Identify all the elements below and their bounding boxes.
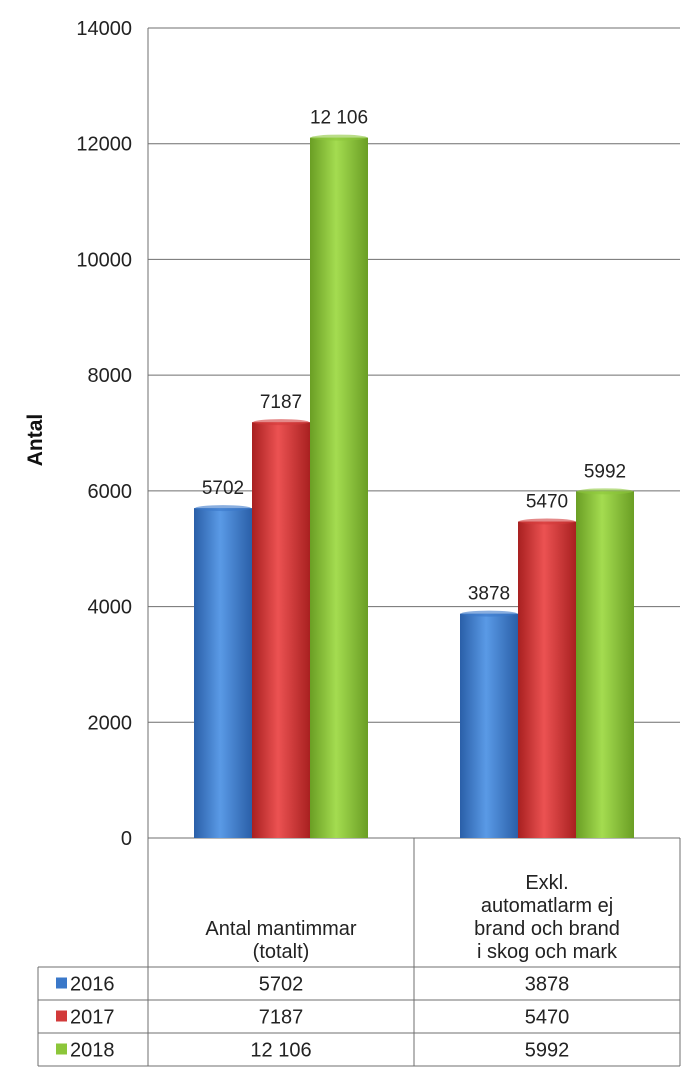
category-label: Antal mantimmar xyxy=(205,918,356,940)
y-tick-label: 10000 xyxy=(76,249,132,271)
y-tick-label: 2000 xyxy=(88,712,133,734)
y-axis-label: Antal xyxy=(24,414,47,467)
bar xyxy=(518,521,576,838)
legend-series-name: 2017 xyxy=(70,1007,115,1029)
category-label: i skog och mark xyxy=(477,941,618,963)
data-label: 5992 xyxy=(584,461,626,482)
data-label: 3878 xyxy=(468,584,510,605)
table-value: 5992 xyxy=(525,1040,570,1062)
bar xyxy=(252,422,310,838)
bar-top xyxy=(311,134,367,141)
y-tick-label: 14000 xyxy=(76,18,132,40)
legend-series-name: 2016 xyxy=(70,974,115,996)
y-tick-label: 8000 xyxy=(88,365,133,387)
category-labels: Antal mantimmar(totalt) Exkl.automatlarm … xyxy=(205,872,619,963)
data-label: 5470 xyxy=(526,492,568,513)
data-label: 12 106 xyxy=(310,108,368,129)
category-label: Exkl. xyxy=(525,872,568,894)
data-label: 7187 xyxy=(260,392,302,413)
legend-swatch xyxy=(56,1043,67,1055)
table-value: 12 106 xyxy=(250,1040,311,1062)
data-table: 2016 5702 3878 2017 7187 5470 2018 12 106 5992 xyxy=(37,838,681,1067)
bar xyxy=(576,491,634,838)
bar-top xyxy=(577,488,633,495)
bars xyxy=(194,134,634,838)
bar-top xyxy=(195,505,251,512)
y-tick-label: 0 xyxy=(121,828,132,850)
y-axis: 0 2000 4000 6000 8000 10000 12000 14000 xyxy=(76,18,149,850)
legend-series-name: 2018 xyxy=(70,1040,115,1062)
table-value: 5470 xyxy=(525,1007,570,1029)
bar-top xyxy=(519,518,575,525)
legend-swatch xyxy=(56,977,67,989)
y-tick-label: 6000 xyxy=(88,481,133,503)
data-label: 5702 xyxy=(202,478,244,499)
category-label: brand och brand xyxy=(474,918,620,940)
data-labels: 5702 7187 12 106 3878 5470 5992 xyxy=(202,108,626,605)
category-label: automatlarm ej xyxy=(481,895,613,917)
legend-swatch xyxy=(56,1010,67,1022)
y-tick-label: 12000 xyxy=(76,134,132,156)
category-label: (totalt) xyxy=(253,941,310,963)
bar xyxy=(310,137,368,838)
table-value: 7187 xyxy=(259,1007,304,1029)
bar-top xyxy=(461,610,517,617)
y-tick-label: 4000 xyxy=(88,597,133,619)
bar xyxy=(460,613,518,838)
table-value: 3878 xyxy=(525,974,570,996)
table-value: 5702 xyxy=(259,974,304,996)
bar-top xyxy=(253,419,309,426)
bar xyxy=(194,508,252,838)
